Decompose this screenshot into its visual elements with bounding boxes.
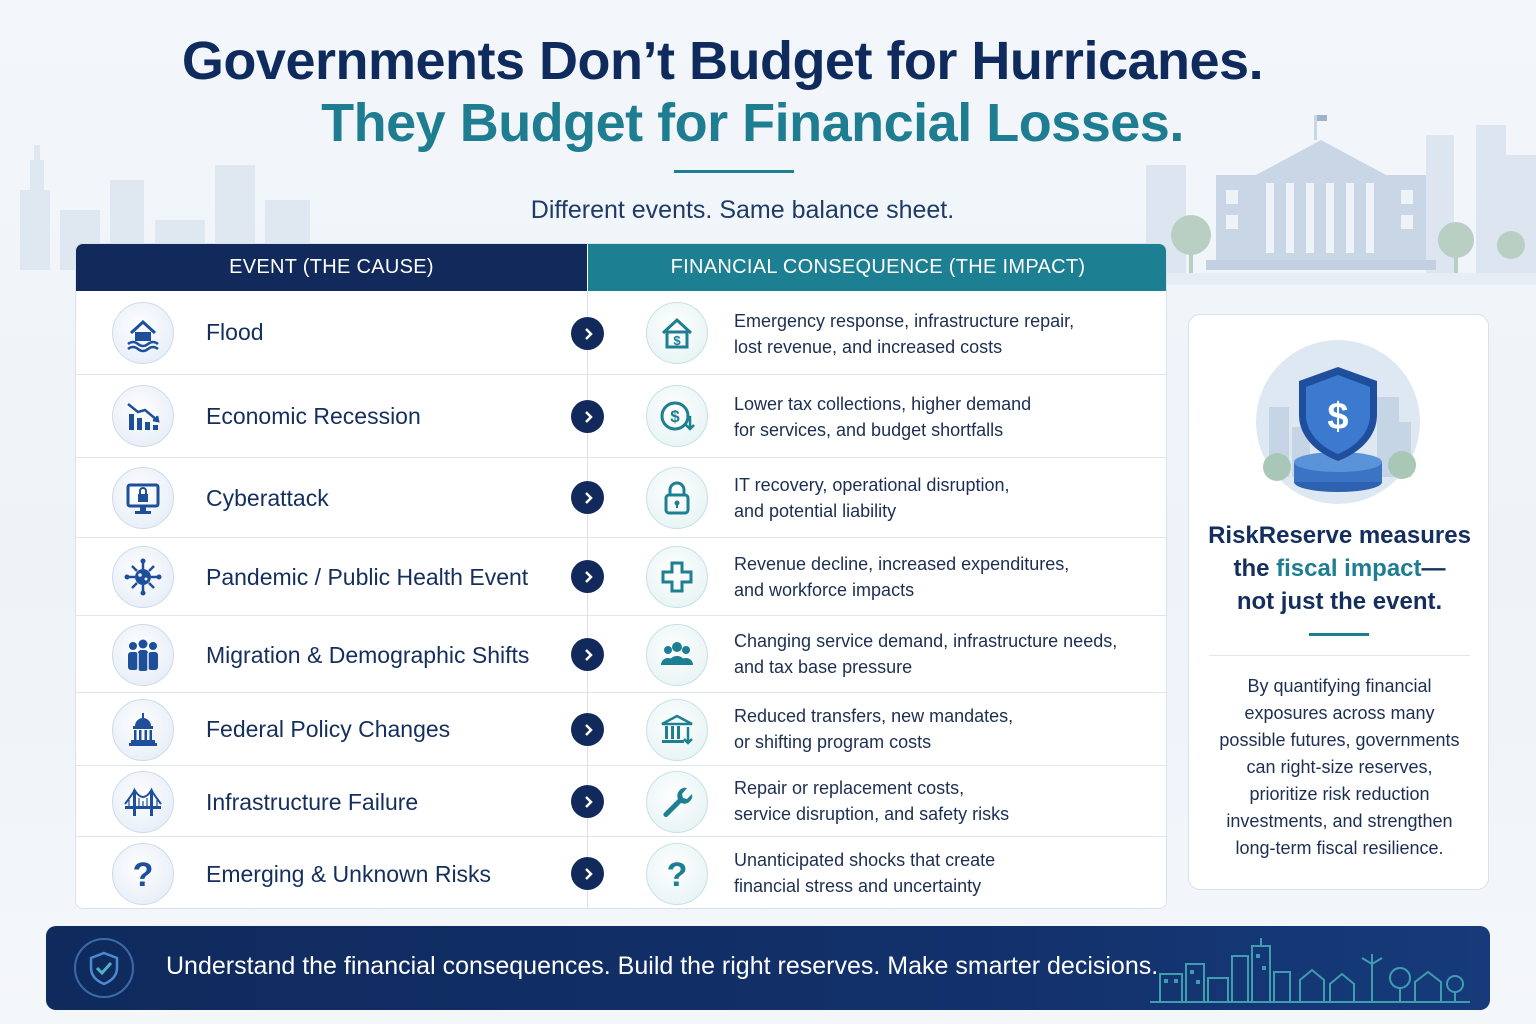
chevron-right-icon [571,560,604,593]
padlock-icon [646,467,708,529]
consequence-text: Emergency response, infrastructure repai… [734,311,1075,357]
city-skyline-icon [1150,938,1470,1003]
virus-icon [112,546,174,608]
consequence-text: IT recovery, operational disruption, and … [734,475,1010,521]
riskreserve-panel: $ RiskReserve measures the fiscal impact… [1188,314,1489,890]
event-label: Pandemic / Public Health Event [206,564,529,590]
bank-down-icon [646,699,708,761]
event-label: Federal Policy Changes [206,716,451,742]
chevron-right-icon [571,317,604,350]
chevron-right-icon [571,713,604,746]
event-label: Emerging & Unknown Risks [206,861,492,887]
table-row: Pandemic / Public Health Event Revenue d… [76,538,1166,616]
panel-heading: RiskReserve measures the fiscal impact— … [1208,522,1471,615]
chevron-right-icon [571,481,604,514]
column-divider [587,291,588,908]
shield-check-icon [74,938,134,998]
wrench-icon [646,771,708,833]
title-divider [674,170,794,173]
table-header-consequence: FINANCIAL CONSEQUENCE (THE IMPACT) [588,244,1166,291]
chevron-right-icon [571,400,604,433]
event-label: Infrastructure Failure [206,789,419,815]
table-row: Economic Recession $ Lower tax collectio… [76,375,1166,458]
monitor-lock-icon [112,467,174,529]
bottom-banner: Understand the financial consequences. B… [46,926,1490,1010]
question-icon: ? [646,843,708,905]
shield-dollar-icon: $ [1256,340,1420,504]
consequence-text: Revenue decline, increased expenditures,… [734,554,1070,600]
table-row: Migration & Demographic Shifts Changing … [76,616,1166,693]
svg-text:?: ? [133,856,154,894]
event-consequence-table: EVENT (THE CAUSE) FINANCIAL CONSEQUENCE … [75,243,1167,909]
chevron-right-icon [571,857,604,890]
consequence-text: Changing service demand, infrastructure … [734,631,1118,677]
page-title-secondary: They Budget for Financial Losses. [321,93,1184,153]
svg-text:?: ? [667,856,688,894]
dollar-down-icon: $ [646,385,708,447]
event-label: Cyberattack [206,485,329,511]
table-row: Infrastructure Failure Repair or replace… [76,766,1166,837]
consequence-text: Reduced transfers, new mandates, or shift… [734,706,1014,752]
flood-house-icon [112,302,174,364]
people-icon [646,624,708,686]
capitol-icon [112,699,174,761]
svg-text:$: $ [673,333,681,348]
table-row: Federal Policy Changes Reduced transfers… [76,693,1166,766]
panel-body: By quantifying financial exposures acros… [1219,676,1460,858]
svg-text:$: $ [670,407,680,426]
chevron-right-icon [571,785,604,818]
question-icon: ? [112,843,174,905]
event-label: Economic Recession [206,403,421,429]
event-label: Flood [206,319,264,345]
chevron-right-icon [571,638,604,671]
medical-cross-icon [646,546,708,608]
house-dollar-icon: $ [646,302,708,364]
table-row: Flood $ Emergency response, infrastructu… [76,291,1166,375]
consequence-text: Unanticipated shocks that create financia… [734,850,996,896]
page-subtitle: Different events. Same balance sheet. [530,196,955,224]
table-row: ? Emerging & Unknown Risks ? Unanticipat… [76,837,1166,908]
page-title: Governments Don’t Budget for Hurricanes. [181,31,1264,91]
table-header-event: EVENT (THE CAUSE) [76,244,587,291]
event-label: Migration & Demographic Shifts [206,642,530,668]
table-row: Cyberattack IT recovery, operational dis… [76,458,1166,538]
banner-message: Understand the financial consequences. B… [166,952,1159,980]
bridge-icon [112,771,174,833]
panel-accent-rule [1309,633,1369,636]
consequence-text: Lower tax collections, higher demand for … [734,394,1032,440]
panel-divider [1209,655,1470,656]
declining-chart-icon [112,385,174,447]
consequence-text: Repair or replacement costs, service disr… [734,778,1010,824]
people-group-icon [112,624,174,686]
svg-text:$: $ [1327,396,1348,438]
